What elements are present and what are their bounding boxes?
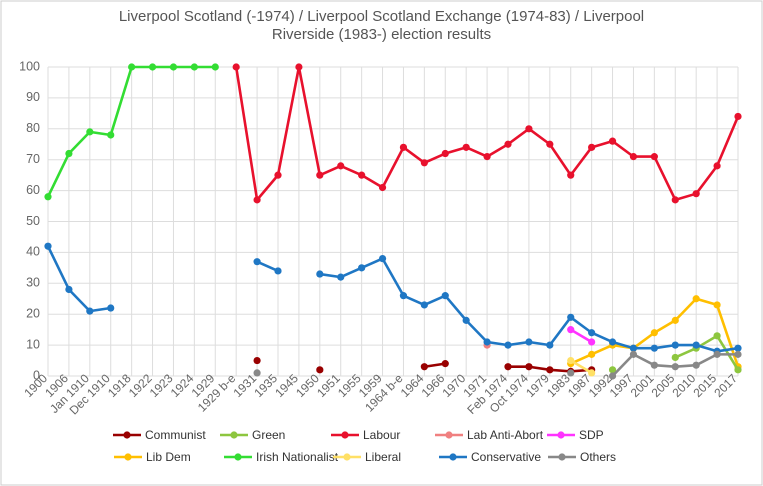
svg-text:50: 50: [26, 214, 40, 228]
svg-text:10: 10: [26, 337, 40, 351]
svg-text:70: 70: [26, 152, 40, 166]
svg-text:100: 100: [19, 59, 40, 73]
svg-text:40: 40: [26, 245, 40, 259]
svg-text:80: 80: [26, 121, 40, 135]
svg-text:30: 30: [26, 276, 40, 290]
svg-text:60: 60: [26, 183, 40, 197]
svg-text:90: 90: [26, 90, 40, 104]
svg-text:20: 20: [26, 306, 40, 320]
